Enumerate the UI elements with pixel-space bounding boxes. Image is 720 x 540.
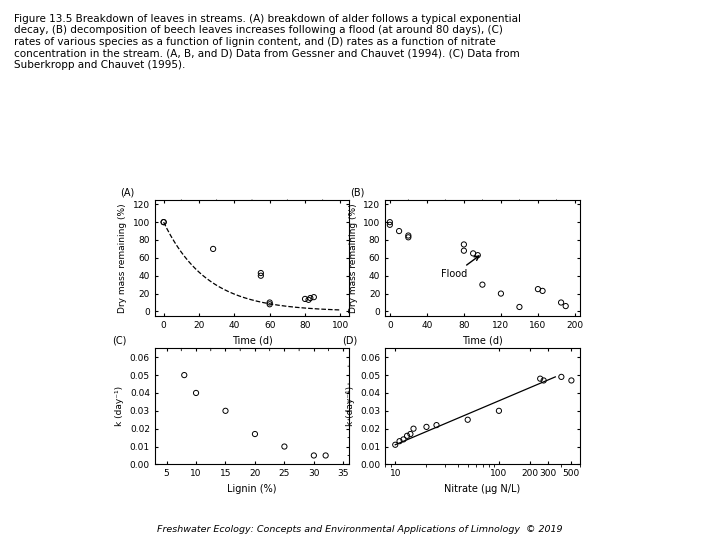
Point [305, 294, 316, 302]
Point [249, 430, 261, 438]
Point [431, 421, 442, 429]
Point [458, 240, 469, 249]
Point [493, 407, 505, 415]
Point [534, 374, 546, 383]
Point [220, 407, 231, 415]
Point [300, 295, 311, 303]
Point [537, 287, 549, 295]
Point [555, 298, 567, 307]
Point [458, 246, 469, 255]
Point [190, 389, 202, 397]
Point [393, 227, 405, 235]
X-axis label: Lignin (%): Lignin (%) [228, 484, 276, 494]
Point [560, 302, 572, 310]
Point [394, 437, 405, 445]
Point [472, 251, 484, 260]
Point [532, 285, 544, 293]
Point [513, 302, 525, 311]
Point [303, 295, 315, 304]
Point [402, 233, 414, 241]
Point [320, 451, 331, 460]
Text: (A): (A) [120, 187, 134, 198]
Y-axis label: k (day⁻¹): k (day⁻¹) [346, 386, 355, 427]
Point [477, 280, 488, 289]
Point [308, 451, 320, 460]
Point [405, 430, 416, 438]
Point [158, 218, 169, 226]
Point [264, 300, 276, 309]
Point [495, 289, 507, 298]
Point [538, 376, 549, 385]
Y-axis label: Dry mass remaining (%): Dry mass remaining (%) [348, 203, 358, 313]
Y-axis label: Dry mass remaining (%): Dry mass remaining (%) [118, 203, 127, 313]
Point [308, 293, 320, 301]
Text: Flood: Flood [441, 256, 479, 280]
Point [264, 298, 276, 307]
Point [408, 424, 419, 433]
Point [179, 371, 190, 380]
Text: (C): (C) [112, 336, 127, 346]
Text: (B): (B) [350, 187, 364, 198]
Point [402, 231, 414, 240]
Point [384, 220, 395, 229]
Point [467, 249, 479, 258]
Point [255, 269, 266, 278]
Point [420, 423, 432, 431]
Point [462, 415, 474, 424]
X-axis label: Time (d): Time (d) [232, 335, 272, 345]
X-axis label: Nitrate (µg N/L): Nitrate (µg N/L) [444, 484, 521, 494]
Point [279, 442, 290, 451]
Text: Freshwater Ecology: Concepts and Environmental Applications of Limnology  © 2019: Freshwater Ecology: Concepts and Environ… [157, 524, 563, 534]
Point [401, 431, 413, 440]
Text: (D): (D) [343, 336, 358, 346]
Point [566, 376, 577, 385]
X-axis label: Time (d): Time (d) [462, 335, 503, 345]
Point [158, 218, 169, 226]
Point [390, 441, 401, 449]
Text: Figure 13.5 Breakdown of leaves in streams. (A) breakdown of alder follows a typ: Figure 13.5 Breakdown of leaves in strea… [14, 14, 521, 70]
Point [384, 218, 395, 226]
Point [556, 373, 567, 381]
Y-axis label: k (day⁻¹): k (day⁻¹) [115, 386, 125, 427]
Point [207, 245, 219, 253]
Point [397, 435, 409, 444]
Point [255, 272, 266, 280]
